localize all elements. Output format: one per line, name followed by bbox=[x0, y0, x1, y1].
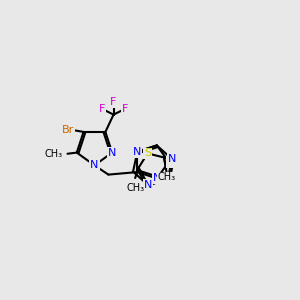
Text: N: N bbox=[90, 160, 99, 170]
Text: Br: Br bbox=[62, 125, 74, 135]
Text: N: N bbox=[144, 180, 152, 190]
Text: F: F bbox=[99, 104, 105, 114]
Text: N: N bbox=[167, 157, 175, 167]
Text: N: N bbox=[108, 148, 116, 158]
Text: F: F bbox=[110, 97, 117, 107]
Text: N: N bbox=[133, 147, 142, 157]
Text: N: N bbox=[153, 173, 161, 183]
Text: CH₃: CH₃ bbox=[157, 172, 176, 182]
Text: CH₃: CH₃ bbox=[45, 149, 63, 159]
Text: CH₃: CH₃ bbox=[126, 183, 144, 193]
Text: N: N bbox=[168, 154, 176, 164]
Text: S: S bbox=[144, 148, 151, 158]
Text: F: F bbox=[122, 104, 128, 114]
